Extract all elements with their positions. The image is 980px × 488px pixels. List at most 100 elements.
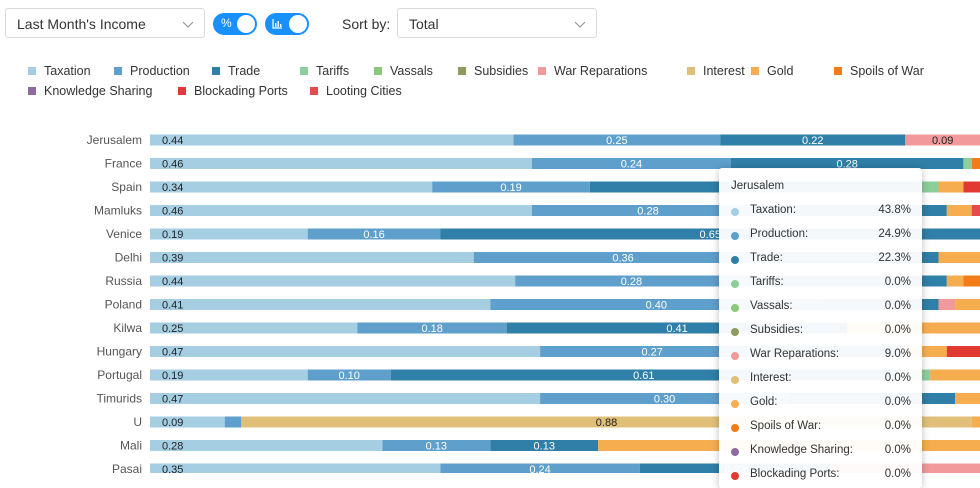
tooltip-series-name: Subsidies: xyxy=(750,324,803,336)
bar-segment[interactable] xyxy=(947,276,964,287)
tooltip-series-value: 9.0% xyxy=(885,348,911,360)
tooltip-row: Blockading Ports:0.0% xyxy=(731,468,911,488)
category-label: France xyxy=(105,157,143,171)
bar-value-label: 0.22 xyxy=(802,135,823,147)
bar-segment[interactable] xyxy=(930,370,980,381)
bar-segment[interactable] xyxy=(225,417,242,428)
tooltip-dot xyxy=(731,256,739,264)
bar-value-label: 0.18 xyxy=(421,323,442,335)
bar-value-label: 0.13 xyxy=(534,441,555,453)
category-label: Spain xyxy=(111,180,142,194)
bar-value-label: 0.35 xyxy=(162,464,183,473)
bar-value-label: 0.10 xyxy=(338,370,359,382)
bar-value-label: 0.47 xyxy=(162,347,183,359)
tooltip-row: Knowledge Sharing:0.0% xyxy=(731,444,911,464)
tooltip-series-value: 0.0% xyxy=(885,420,911,432)
bar-segment[interactable] xyxy=(150,205,532,216)
bar-value-label: 0.24 xyxy=(621,159,642,171)
tooltip-dot xyxy=(731,208,739,216)
bar-value-label: 0.36 xyxy=(612,253,633,265)
bar-segment[interactable] xyxy=(955,299,980,310)
bar-value-label: 0.34 xyxy=(162,182,183,194)
category-label: Jerusalem xyxy=(87,133,142,147)
category-label: Mali xyxy=(120,439,142,453)
bar-segment[interactable] xyxy=(150,182,432,193)
bar-value-label: 0.41 xyxy=(666,323,687,335)
tooltip-series-value: 0.0% xyxy=(885,372,911,384)
tooltip-dot xyxy=(731,472,739,480)
tooltip-series-name: Tariffs: xyxy=(750,276,784,288)
tooltip-row: Gold:0.0% xyxy=(731,396,911,416)
tooltip-series-name: Vassals: xyxy=(750,300,793,312)
bar-value-label: 0.61 xyxy=(633,370,654,382)
tooltip-series-value: 0.0% xyxy=(885,468,911,480)
tooltip-dot xyxy=(731,328,739,336)
bar-segment[interactable] xyxy=(150,252,474,263)
bar-segment[interactable] xyxy=(955,393,980,404)
bar-value-label: 0.28 xyxy=(162,441,183,453)
tooltip-row: Vassals: 0.0% xyxy=(731,300,911,320)
tooltip-dot xyxy=(731,400,739,408)
tooltip-dot xyxy=(731,232,739,240)
category-label: U xyxy=(133,415,142,429)
tooltip-row: Taxation:43.8% xyxy=(731,204,911,224)
bar-segment[interactable] xyxy=(150,276,515,287)
category-label: Kilwa xyxy=(113,321,142,335)
bar-segment[interactable] xyxy=(922,182,939,193)
category-label: Russia xyxy=(105,274,142,288)
bar-value-label: 0.88 xyxy=(596,417,617,429)
bar-value-label: 0.09 xyxy=(932,135,953,147)
tooltip-series-value: 0.0% xyxy=(885,300,911,312)
bar-segment[interactable] xyxy=(963,276,980,287)
category-label: Timurids xyxy=(96,392,142,406)
bar-segment[interactable] xyxy=(150,464,441,474)
bar-value-label: 0.25 xyxy=(606,135,627,147)
tooltip-series-name: War Reparations: xyxy=(750,348,839,360)
bar-segment[interactable] xyxy=(947,346,980,357)
tooltip-dot xyxy=(731,352,739,360)
bar-value-label: 0.19 xyxy=(500,182,521,194)
bar-segment[interactable] xyxy=(150,393,540,404)
tooltip-series-value: 43.8% xyxy=(878,204,911,216)
tooltip-series-value: 0.0% xyxy=(885,324,911,336)
bar-value-label: 0.25 xyxy=(162,323,183,335)
tooltip-row: Trade:22.3% xyxy=(731,252,911,272)
bar-segment[interactable] xyxy=(150,346,540,357)
bar-segment[interactable] xyxy=(963,182,980,193)
bar-segment[interactable] xyxy=(939,182,964,193)
tooltip: Jerusalem Taxation:43.8%Production:24.9%… xyxy=(719,168,922,488)
tooltip-title: Jerusalem xyxy=(731,180,784,192)
bar-segment[interactable] xyxy=(150,299,490,310)
bar-segment[interactable] xyxy=(150,135,514,146)
bar-value-label: 0.28 xyxy=(621,276,642,288)
bar-value-label: 0.65 xyxy=(700,229,721,241)
tooltip-dot xyxy=(731,376,739,384)
bar-segment[interactable] xyxy=(972,158,980,169)
tooltip-series-name: Production: xyxy=(750,228,808,240)
category-label: Delhi xyxy=(115,251,142,265)
category-label: Mamluks xyxy=(94,204,142,218)
tooltip-series-name: Gold: xyxy=(750,396,778,408)
bar-value-label: 0.24 xyxy=(529,464,550,473)
bar-segment[interactable] xyxy=(939,252,980,263)
tooltip-row: Interest:0.0% xyxy=(731,372,911,392)
bar-segment[interactable] xyxy=(963,158,971,169)
bar-segment[interactable] xyxy=(972,417,980,428)
bar-value-label: 0.16 xyxy=(363,229,384,241)
bar-segment[interactable] xyxy=(947,205,972,216)
bar-value-label: 0.28 xyxy=(637,206,658,218)
bar-value-label: 0.30 xyxy=(654,394,675,406)
bar-segment[interactable] xyxy=(150,158,532,169)
bar-value-label: 0.19 xyxy=(162,229,183,241)
tooltip-row: Subsidies: 0.0% xyxy=(731,324,911,344)
category-label: Poland xyxy=(105,298,142,312)
tooltip-row: War Reparations: 9.0% xyxy=(731,348,911,368)
bar-segment[interactable] xyxy=(939,299,956,310)
bar-segment[interactable] xyxy=(972,205,980,216)
bar-segment[interactable] xyxy=(150,440,382,451)
tooltip-dot xyxy=(731,448,739,456)
tooltip-series-name: Knowledge Sharing: xyxy=(750,444,853,456)
tooltip-series-value: 0.0% xyxy=(885,276,911,288)
bar-value-label: 0.46 xyxy=(162,206,183,218)
category-label: Pasai xyxy=(112,462,142,473)
